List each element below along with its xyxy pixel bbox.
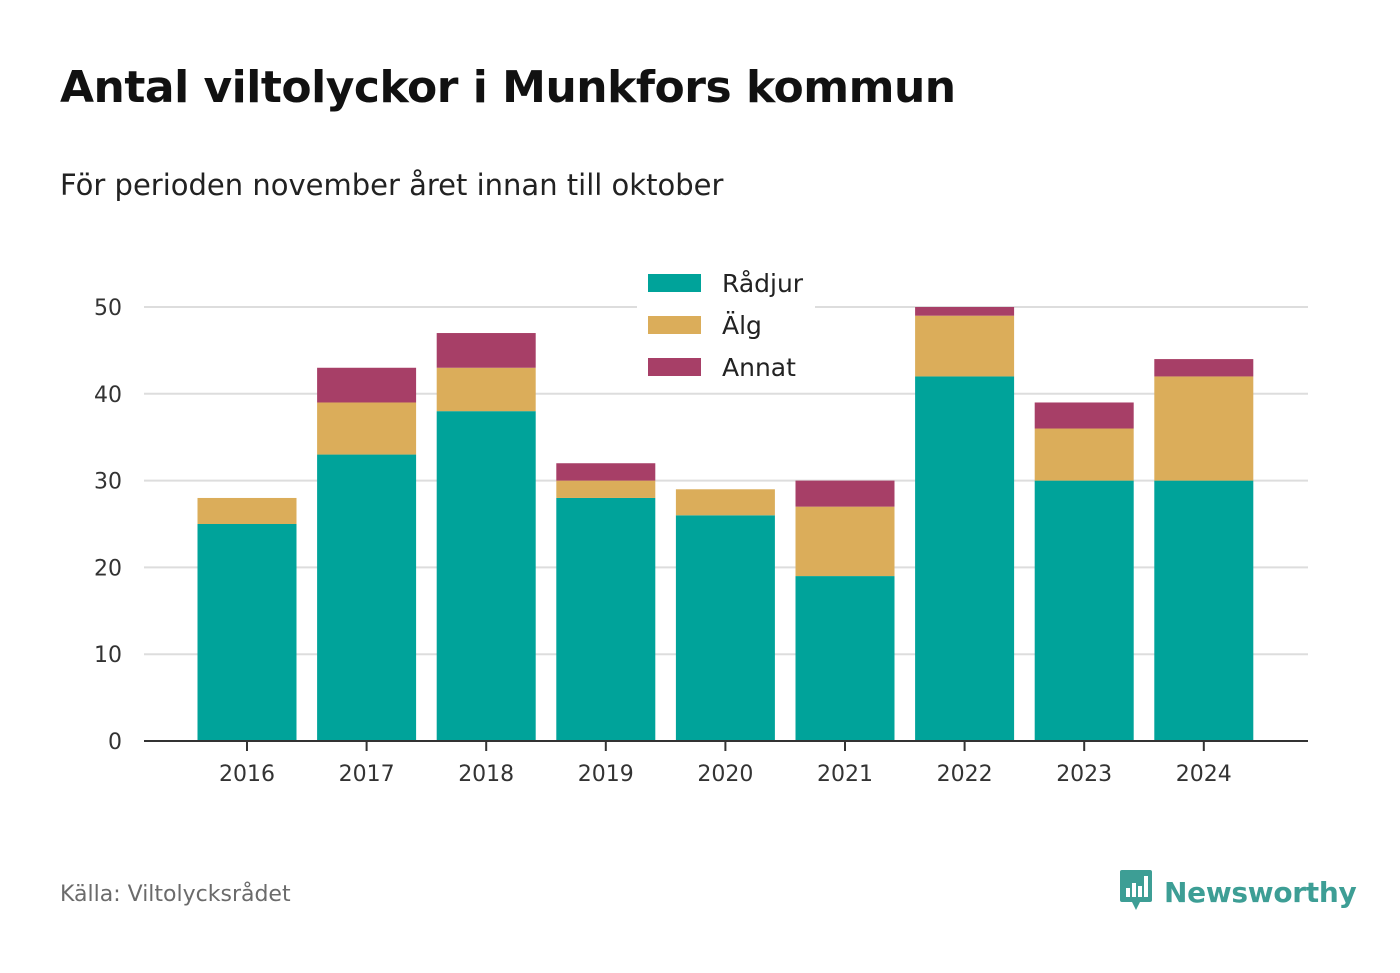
x-tick-label: 2017 — [339, 762, 395, 787]
x-tick-label: 2018 — [458, 762, 514, 787]
bar-segment — [197, 524, 297, 741]
y-tick-label: 50 — [94, 296, 122, 321]
bar-segment — [556, 497, 656, 741]
bar-segment — [675, 515, 775, 741]
newsworthy-logo-icon — [1118, 868, 1154, 916]
legend-swatch — [648, 274, 701, 292]
x-tick-label: 2020 — [697, 762, 753, 787]
y-tick-label: 30 — [94, 470, 122, 495]
chart-subtitle: För perioden november året innan till ok… — [60, 168, 724, 202]
chart-title: Antal viltolyckor i Munkfors kommun — [60, 62, 956, 113]
bar-segment — [1034, 402, 1134, 429]
legend-swatch — [648, 316, 701, 334]
bar-segment — [1034, 480, 1134, 741]
legend-swatch — [648, 358, 701, 376]
x-tick-label: 2019 — [578, 762, 634, 787]
x-tick-label: 2021 — [817, 762, 873, 787]
x-tick-label: 2024 — [1176, 762, 1232, 787]
bar-segment — [317, 402, 417, 455]
x-tick-label: 2022 — [937, 762, 993, 787]
brand-name: Newsworthy — [1164, 875, 1357, 909]
bar-segment — [1154, 376, 1254, 481]
bar-segment — [1034, 428, 1134, 481]
bar-segment — [436, 333, 536, 368]
bar-segment — [795, 506, 895, 577]
bar-segment — [795, 480, 895, 507]
bar-segment — [556, 480, 656, 498]
bar-segment — [915, 376, 1015, 741]
legend-label: Rådjur — [722, 269, 804, 298]
bar-segment — [915, 315, 1015, 377]
bar-segment — [1154, 359, 1254, 377]
bar-segment — [1154, 480, 1254, 741]
legend: Rådjur Älg Annat — [637, 262, 815, 392]
bar-segment — [317, 454, 417, 741]
x-tick-label: 2016 — [219, 762, 275, 787]
x-tick-label: 2023 — [1056, 762, 1112, 787]
y-axis-ticks: 0 10 20 30 40 50 — [94, 296, 122, 755]
bar-segment — [675, 489, 775, 516]
y-tick-label: 10 — [94, 643, 122, 668]
bar-segment — [436, 411, 536, 741]
bar-segment — [795, 576, 895, 741]
bar-segment — [317, 367, 417, 403]
bar-segment — [915, 307, 1015, 316]
bar-segment — [556, 463, 656, 481]
x-axis: 2016 2017 2018 2019 2020 2021 2022 2023 2024 — [144, 740, 1308, 787]
bar-segment — [197, 497, 297, 524]
legend-label: Älg — [722, 311, 762, 340]
y-tick-label: 20 — [94, 556, 122, 581]
y-tick-label: 0 — [108, 730, 122, 755]
bars — [197, 307, 1254, 741]
y-tick-label: 40 — [94, 383, 122, 408]
bar-segment — [436, 367, 536, 412]
source-note: Källa: Viltolycksrådet — [60, 882, 291, 907]
legend-label: Annat — [722, 353, 796, 382]
brand-logo: Newsworthy — [1118, 868, 1357, 916]
